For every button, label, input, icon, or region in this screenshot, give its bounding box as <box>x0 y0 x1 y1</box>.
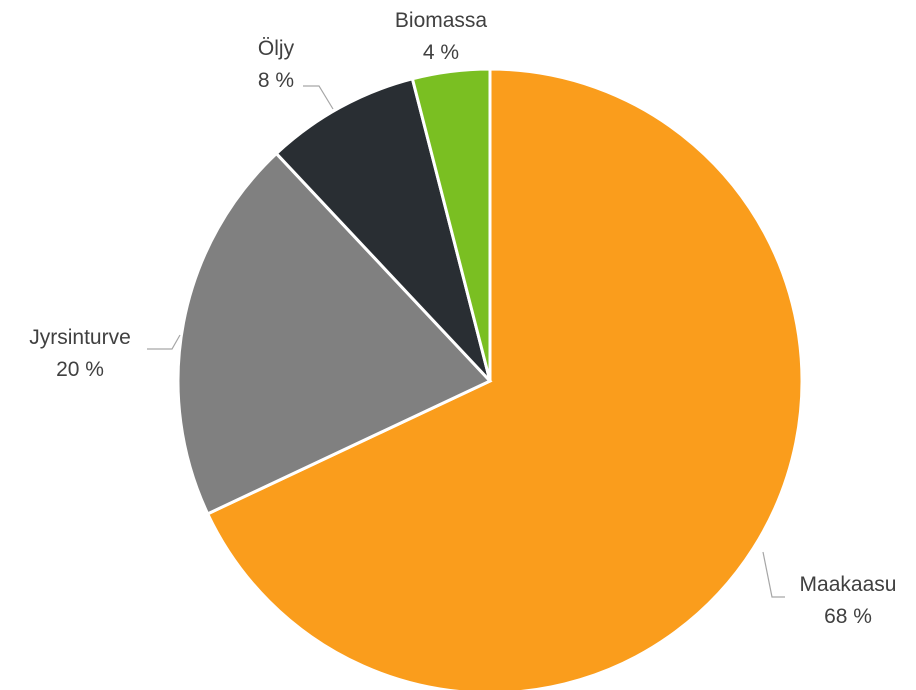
label-maakaasu-value: 68 % <box>824 605 872 628</box>
label-maakaasu-name: Maakaasu <box>800 573 897 596</box>
label-jyrsinturve-value: 20 % <box>56 358 104 381</box>
slice-labels: Maakaasu 68 % Jyrsinturve 20 % Öljy 8 % … <box>29 9 896 628</box>
pie-slice-jyrsinturve <box>176 151 493 516</box>
pie-slice-biomassa <box>410 67 492 382</box>
leader-lines <box>147 85 785 598</box>
label-biomassa-name: Biomassa <box>395 9 488 32</box>
leader-line-oljy <box>303 85 334 110</box>
pie-slice-ljy <box>274 76 492 383</box>
pie-slices <box>176 67 804 690</box>
label-jyrsinturve-name: Jyrsinturve <box>29 326 131 349</box>
leader-line-maakaasu <box>762 551 785 598</box>
label-oljy-name: Öljy <box>258 37 295 60</box>
leader-line-jyrsinturve <box>147 334 181 350</box>
label-oljy-value: 8 % <box>258 69 294 92</box>
pie-slice-maakaasu <box>205 67 804 690</box>
label-biomassa-value: 4 % <box>423 41 459 64</box>
